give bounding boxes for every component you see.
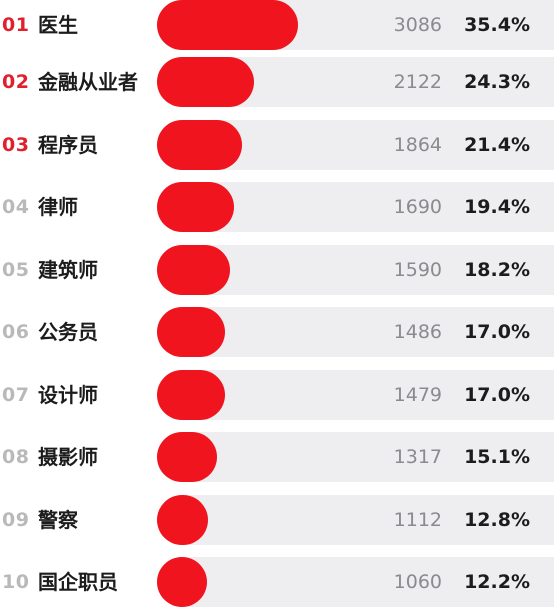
category-label: 程序员 — [38, 133, 98, 157]
percent-label: 12.2% — [464, 571, 530, 593]
value-label: 1317 — [393, 446, 442, 468]
rank-number: 06 — [2, 321, 30, 343]
value-label: 3086 — [393, 14, 442, 36]
category-label: 国企职员 — [38, 570, 118, 594]
value-label: 1112 — [393, 509, 442, 531]
table-row: 10 国企职员 1060 12.2% — [0, 557, 554, 607]
percent-label: 24.3% — [464, 71, 530, 93]
value-label: 1690 — [393, 196, 442, 218]
value-label: 1864 — [393, 134, 442, 156]
bar — [157, 495, 208, 545]
table-row: 07 设计师 1479 17.0% — [0, 370, 554, 420]
rank-number: 07 — [2, 384, 30, 406]
value-label: 1060 — [393, 571, 442, 593]
table-row: 09 警察 1112 12.8% — [0, 495, 554, 545]
bar-track — [157, 495, 554, 545]
rank-number: 08 — [2, 446, 30, 468]
percent-label: 19.4% — [464, 196, 530, 218]
bar — [157, 57, 254, 107]
percent-label: 17.0% — [464, 321, 530, 343]
rank-number: 01 — [2, 14, 30, 36]
table-row: 06 公务员 1486 17.0% — [0, 307, 554, 357]
rank-number: 04 — [2, 196, 30, 218]
bar-track — [157, 432, 554, 482]
bar — [157, 557, 207, 607]
value-label: 2122 — [393, 71, 442, 93]
rank-number: 09 — [2, 509, 30, 531]
table-row: 05 建筑师 1590 18.2% — [0, 245, 554, 295]
percent-label: 15.1% — [464, 446, 530, 468]
table-row: 04 律师 1690 19.4% — [0, 182, 554, 232]
bar — [157, 182, 235, 232]
percent-label: 35.4% — [464, 14, 530, 36]
bar — [157, 370, 225, 420]
rank-number: 10 — [2, 571, 30, 593]
table-row: 03 程序员 1864 21.4% — [0, 120, 554, 170]
category-label: 摄影师 — [38, 445, 98, 469]
table-row: 02 金融从业者 2122 24.3% — [0, 57, 554, 107]
percent-label: 17.0% — [464, 384, 530, 406]
percent-label: 21.4% — [464, 134, 530, 156]
table-row: 01 医生 3086 35.4% — [0, 0, 554, 50]
category-label: 警察 — [38, 508, 78, 532]
bar — [157, 0, 298, 50]
value-label: 1479 — [393, 384, 442, 406]
bar — [157, 432, 218, 482]
category-label: 建筑师 — [38, 258, 98, 282]
category-label: 医生 — [38, 13, 78, 37]
rank-number: 02 — [2, 71, 30, 93]
bar-track — [157, 557, 554, 607]
percent-label: 18.2% — [464, 259, 530, 281]
category-label: 律师 — [38, 195, 78, 219]
value-label: 1486 — [393, 321, 442, 343]
category-label: 公务员 — [38, 320, 98, 344]
table-row: 08 摄影师 1317 15.1% — [0, 432, 554, 482]
value-label: 1590 — [393, 259, 442, 281]
category-label: 设计师 — [38, 383, 98, 407]
rank-number: 03 — [2, 134, 30, 156]
category-label: 金融从业者 — [38, 70, 138, 94]
bar — [157, 245, 230, 295]
bar — [157, 120, 243, 170]
percent-label: 12.8% — [464, 509, 530, 531]
rank-number: 05 — [2, 259, 30, 281]
bar — [157, 307, 225, 357]
